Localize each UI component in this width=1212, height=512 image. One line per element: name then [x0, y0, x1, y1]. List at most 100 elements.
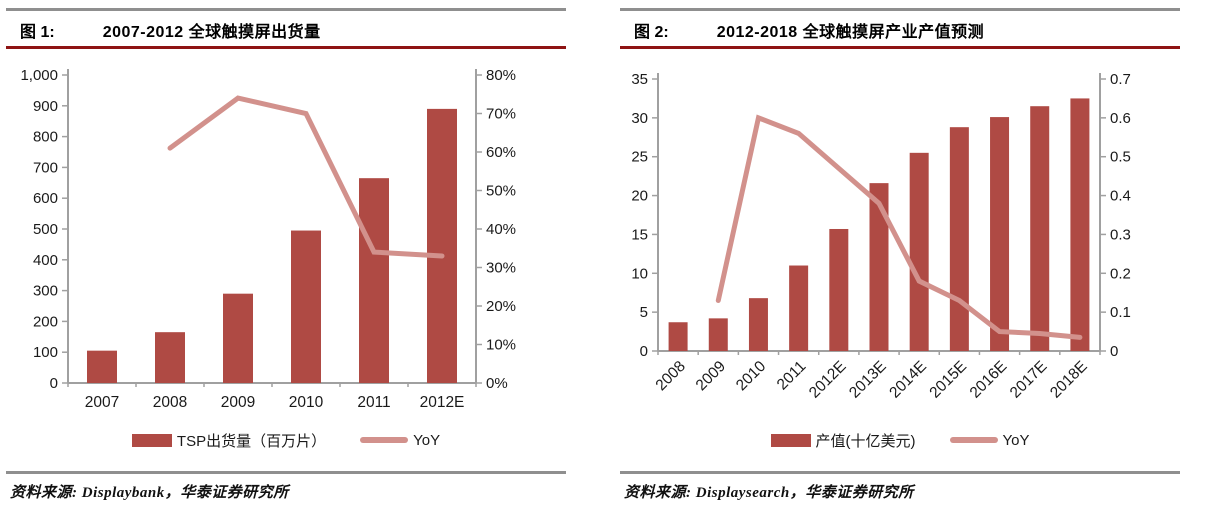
bottom-rule — [6, 471, 566, 474]
title-underline — [6, 46, 566, 49]
bar-series-swatch — [131, 433, 172, 447]
bar — [1070, 98, 1090, 351]
bar — [949, 127, 969, 351]
left-tick-label: 5 — [640, 304, 648, 321]
right-tick-label: 0.5 — [1110, 149, 1131, 166]
bar — [829, 228, 849, 351]
legend-item: YoY — [360, 432, 440, 449]
figure-title: 2012-2018 全球触摸屏产业产值预测 — [716, 24, 985, 41]
right-tick-label: 10% — [486, 337, 516, 354]
x-label: 2008 — [153, 394, 187, 411]
right-tick-label: 80% — [486, 67, 516, 84]
x-label: 2014E — [886, 358, 930, 402]
figure-label: 图 2: — [634, 24, 669, 41]
right-tick-label: 70% — [486, 106, 516, 123]
bar — [291, 230, 321, 383]
x-label: 2008 — [653, 358, 689, 394]
left-tick-label: 900 — [33, 98, 58, 115]
yoy-line — [715, 114, 1083, 340]
x-label: 2007 — [85, 394, 119, 411]
right-tick-label: 40% — [486, 221, 516, 238]
bar — [869, 183, 889, 351]
figure-title: 2007-2012 全球触摸屏出货量 — [102, 24, 321, 41]
left-tick-label: 30 — [631, 110, 648, 127]
left-tick-label: 25 — [631, 149, 648, 166]
bottom-rule — [620, 471, 1180, 474]
bar — [990, 117, 1010, 351]
x-label: 2018E — [1047, 358, 1091, 402]
right-tick-label: 0.6 — [1110, 110, 1131, 127]
bar — [87, 350, 117, 383]
left-tick-label: 800 — [33, 129, 58, 146]
left-tick-label: 1,000 — [20, 67, 58, 84]
right-tick-label: 0.2 — [1110, 265, 1131, 282]
right-tick-label: 0.7 — [1110, 71, 1131, 88]
source-note: 资料来源: Displaybank，华泰证券研究所 — [10, 485, 289, 501]
x-label: 2011 — [357, 394, 390, 411]
left-tick-label: 300 — [33, 283, 58, 300]
legend-label: YoY — [413, 431, 441, 449]
yoy-line — [167, 95, 445, 259]
x-label: 2012E — [806, 358, 850, 402]
right-tick-label: 20% — [486, 298, 516, 315]
chart-svg-1: 0 100 200 300 400 500 600 700 800 900 1,000 0% 10% 20… — [20, 67, 516, 411]
left-tick-label: 0 — [50, 375, 58, 392]
legend-label: YoY — [1002, 431, 1030, 449]
legend-label: TSP出货量（百万片） — [176, 432, 327, 450]
x-label: 2010 — [733, 358, 770, 395]
left-tick-label: 0 — [640, 343, 648, 360]
right-tick-label: 60% — [486, 144, 516, 161]
bar — [359, 178, 389, 383]
figure-2-header: 图 2: 2012-2018 全球触摸屏产业产值预测 — [620, 11, 1180, 46]
chart-2-legend: 产值(十亿美元) YoY — [620, 430, 1180, 451]
legend-item: YoY — [949, 431, 1030, 449]
x-label: 2010 — [289, 394, 324, 411]
left-tick-label: 35 — [631, 71, 648, 88]
chart-1-legend: TSP出货量（百万片） YoY — [6, 431, 566, 450]
bar — [427, 108, 457, 383]
figure-label: 图 1: — [20, 24, 55, 41]
right-tick-label: 50% — [486, 183, 516, 200]
right-tick-label: 0.1 — [1110, 304, 1131, 321]
bar — [708, 318, 728, 351]
bar — [155, 332, 185, 383]
left-tick-label: 700 — [33, 159, 58, 176]
right-tick-label: 0 — [1110, 343, 1118, 360]
bar — [789, 265, 809, 351]
figure-1: 图 1: 2007-2012 全球触摸屏出货量 0 100 200 300 400 500… — [0, 0, 606, 502]
left-tick-label: 20 — [631, 188, 648, 205]
bar-series-swatch — [770, 433, 811, 447]
x-label: 2015E — [926, 358, 970, 402]
x-label: 2017E — [1007, 358, 1051, 402]
bar — [1030, 106, 1050, 351]
right-tick-label: 0.4 — [1110, 188, 1131, 205]
figure-1-header: 图 1: 2007-2012 全球触摸屏出货量 — [6, 11, 566, 46]
x-label: 2012E — [420, 394, 465, 411]
left-tick-label: 100 — [33, 344, 58, 361]
left-tick-label: 600 — [33, 190, 58, 207]
x-label: 2011 — [774, 358, 810, 394]
left-tick-label: 400 — [33, 252, 58, 269]
bar — [909, 152, 929, 351]
x-label: 2009 — [693, 358, 729, 394]
left-tick-label: 500 — [33, 221, 58, 238]
line-series-swatch — [360, 437, 409, 443]
right-tick-label: 30% — [486, 260, 516, 277]
legend-label: 产值(十亿美元) — [815, 432, 916, 450]
figure-2: 图 2: 2012-2018 全球触摸屏产业产值预测 0 5 10 15 20 25 30 3… — [606, 0, 1212, 502]
line-series-swatch — [949, 437, 998, 443]
left-tick-label: 200 — [33, 313, 58, 330]
title-underline — [620, 46, 1180, 49]
top-rule — [620, 8, 1180, 11]
x-label: 2013E — [846, 358, 890, 402]
right-tick-label: 0.3 — [1110, 226, 1131, 243]
top-rule — [6, 8, 566, 11]
left-tick-label: 15 — [631, 226, 648, 243]
x-label: 2009 — [221, 394, 255, 411]
bar — [223, 293, 253, 383]
legend-item: 产值(十亿美元) — [770, 430, 916, 451]
right-tick-label: 0% — [486, 375, 508, 392]
chart-svg-2: 0 5 10 15 20 25 30 35 0 0.1 0.2 0.3 0.4 0.5 0.6 0.7 2008… — [631, 71, 1131, 402]
bar — [748, 298, 768, 351]
